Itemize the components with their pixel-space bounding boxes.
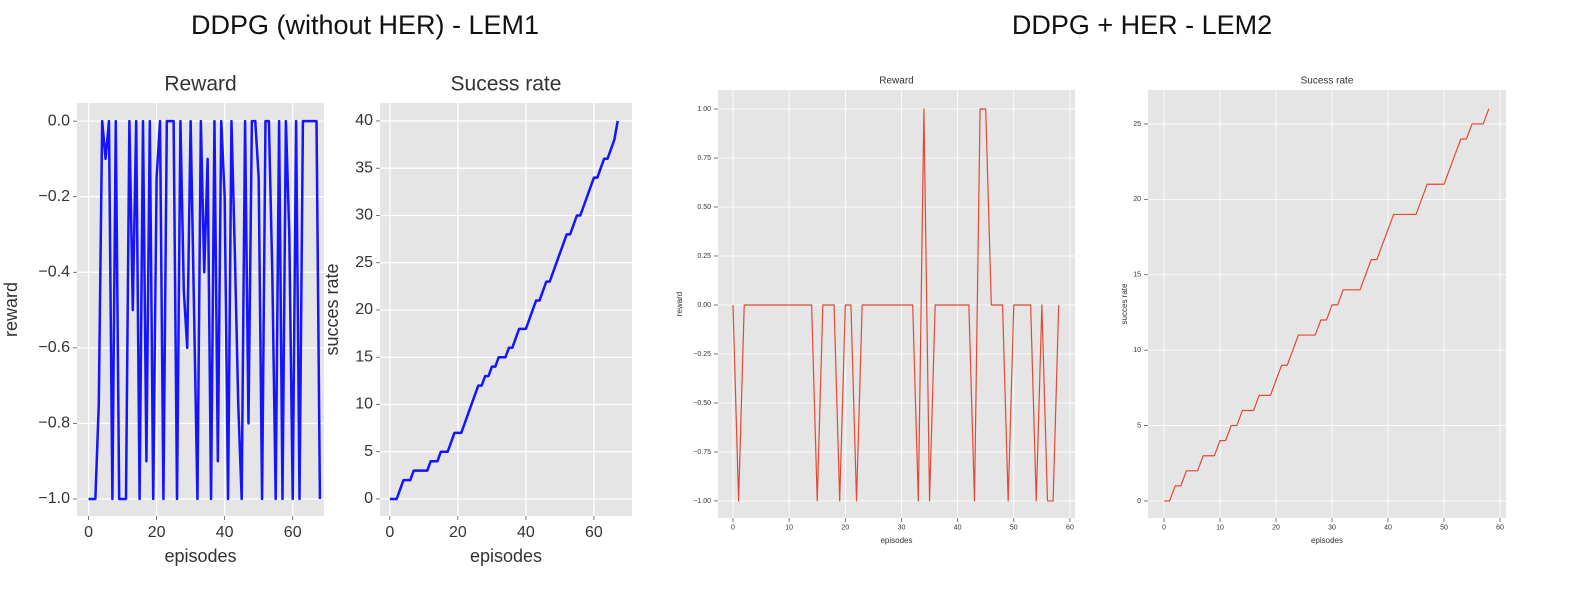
chart-title: Reward xyxy=(164,73,236,96)
y-axis-label: succes rate xyxy=(1120,283,1129,324)
y-tick-label: 35 xyxy=(355,159,373,176)
x-tick-label: 10 xyxy=(785,524,793,531)
x-tick-label: 60 xyxy=(284,524,302,541)
y-axis-label: reward xyxy=(1,282,21,337)
chart-title: Sucess rate xyxy=(451,73,562,96)
y-tick-label: 0.0 xyxy=(48,112,70,129)
y-tick-label: 10 xyxy=(355,396,373,413)
x-tick-label: 20 xyxy=(148,524,166,541)
y-tick-label: 25 xyxy=(355,254,373,271)
x-tick-label: 40 xyxy=(216,524,234,541)
plot-area xyxy=(718,90,1075,518)
x-tick-label: 50 xyxy=(1440,524,1448,531)
chart-title: Reward xyxy=(879,76,913,87)
y-tick-label: 0.25 xyxy=(697,253,711,260)
x-axis-label: episodes xyxy=(880,536,912,545)
y-tick-label: −0.2 xyxy=(38,188,70,205)
y-tick-label: 15 xyxy=(355,348,373,365)
x-axis-label: episodes xyxy=(470,546,542,566)
data-line xyxy=(732,108,1060,502)
chart-title: Sucess rate xyxy=(1301,76,1354,87)
x-axis-label: episodes xyxy=(1311,536,1343,545)
x-tick-label: 0 xyxy=(1162,524,1166,531)
x-tick-label: 20 xyxy=(841,524,849,531)
y-tick-label: 20 xyxy=(1133,196,1141,203)
x-tick-label: 0 xyxy=(385,524,394,541)
y-tick-label: −0.75 xyxy=(693,449,711,456)
y-tick-label: 0 xyxy=(1137,498,1141,505)
heading: DDPG (without HER) - LEM1 xyxy=(191,10,539,40)
y-tick-label: −1.0 xyxy=(38,490,70,507)
x-tick-label: 40 xyxy=(517,524,535,541)
y-tick-label: −0.6 xyxy=(38,339,70,356)
x-tick-label: 60 xyxy=(1066,524,1074,531)
y-tick-label: 0.00 xyxy=(697,302,711,309)
y-tick-label: 0 xyxy=(364,490,373,507)
x-tick-label: 60 xyxy=(585,524,603,541)
y-axis-label: reward xyxy=(675,292,684,316)
data-line xyxy=(389,120,619,501)
y-tick-label: 5 xyxy=(364,443,373,460)
y-tick-label: −0.8 xyxy=(38,415,70,432)
y-tick-label: −0.4 xyxy=(38,263,70,280)
x-tick-label: 60 xyxy=(1496,524,1504,531)
y-tick-label: −1.00 xyxy=(693,498,711,505)
plot-area xyxy=(1148,90,1506,518)
x-tick-label: 20 xyxy=(1272,524,1280,531)
y-tick-label: 0.50 xyxy=(697,204,711,211)
x-tick-label: 20 xyxy=(449,524,467,541)
y-tick-label: −0.50 xyxy=(693,400,711,407)
y-tick-label: 1.00 xyxy=(697,106,711,113)
x-tick-label: 10 xyxy=(1216,524,1224,531)
y-tick-label: 25 xyxy=(1133,121,1141,128)
x-tick-label: 30 xyxy=(1328,524,1336,531)
data-line xyxy=(88,119,322,501)
y-tick-label: 15 xyxy=(1133,272,1141,279)
x-tick-label: 40 xyxy=(1384,524,1392,531)
y-tick-label: 5 xyxy=(1137,422,1141,429)
heading: DDPG + HER - LEM2 xyxy=(1012,10,1272,40)
y-tick-label: 40 xyxy=(355,112,373,129)
data-line xyxy=(1164,108,1490,502)
y-tick-label: 30 xyxy=(355,207,373,224)
y-tick-label: 20 xyxy=(355,301,373,318)
y-tick-label: −0.25 xyxy=(693,351,711,358)
x-tick-label: 30 xyxy=(898,524,906,531)
x-tick-label: 0 xyxy=(84,524,93,541)
y-axis-label: succes rate xyxy=(322,263,342,355)
x-axis-label: episodes xyxy=(164,546,236,566)
x-tick-label: 40 xyxy=(954,524,962,531)
y-tick-label: 0.75 xyxy=(697,155,711,162)
x-tick-label: 50 xyxy=(1010,524,1018,531)
x-tick-label: 0 xyxy=(731,524,735,531)
y-tick-label: 10 xyxy=(1133,347,1141,354)
